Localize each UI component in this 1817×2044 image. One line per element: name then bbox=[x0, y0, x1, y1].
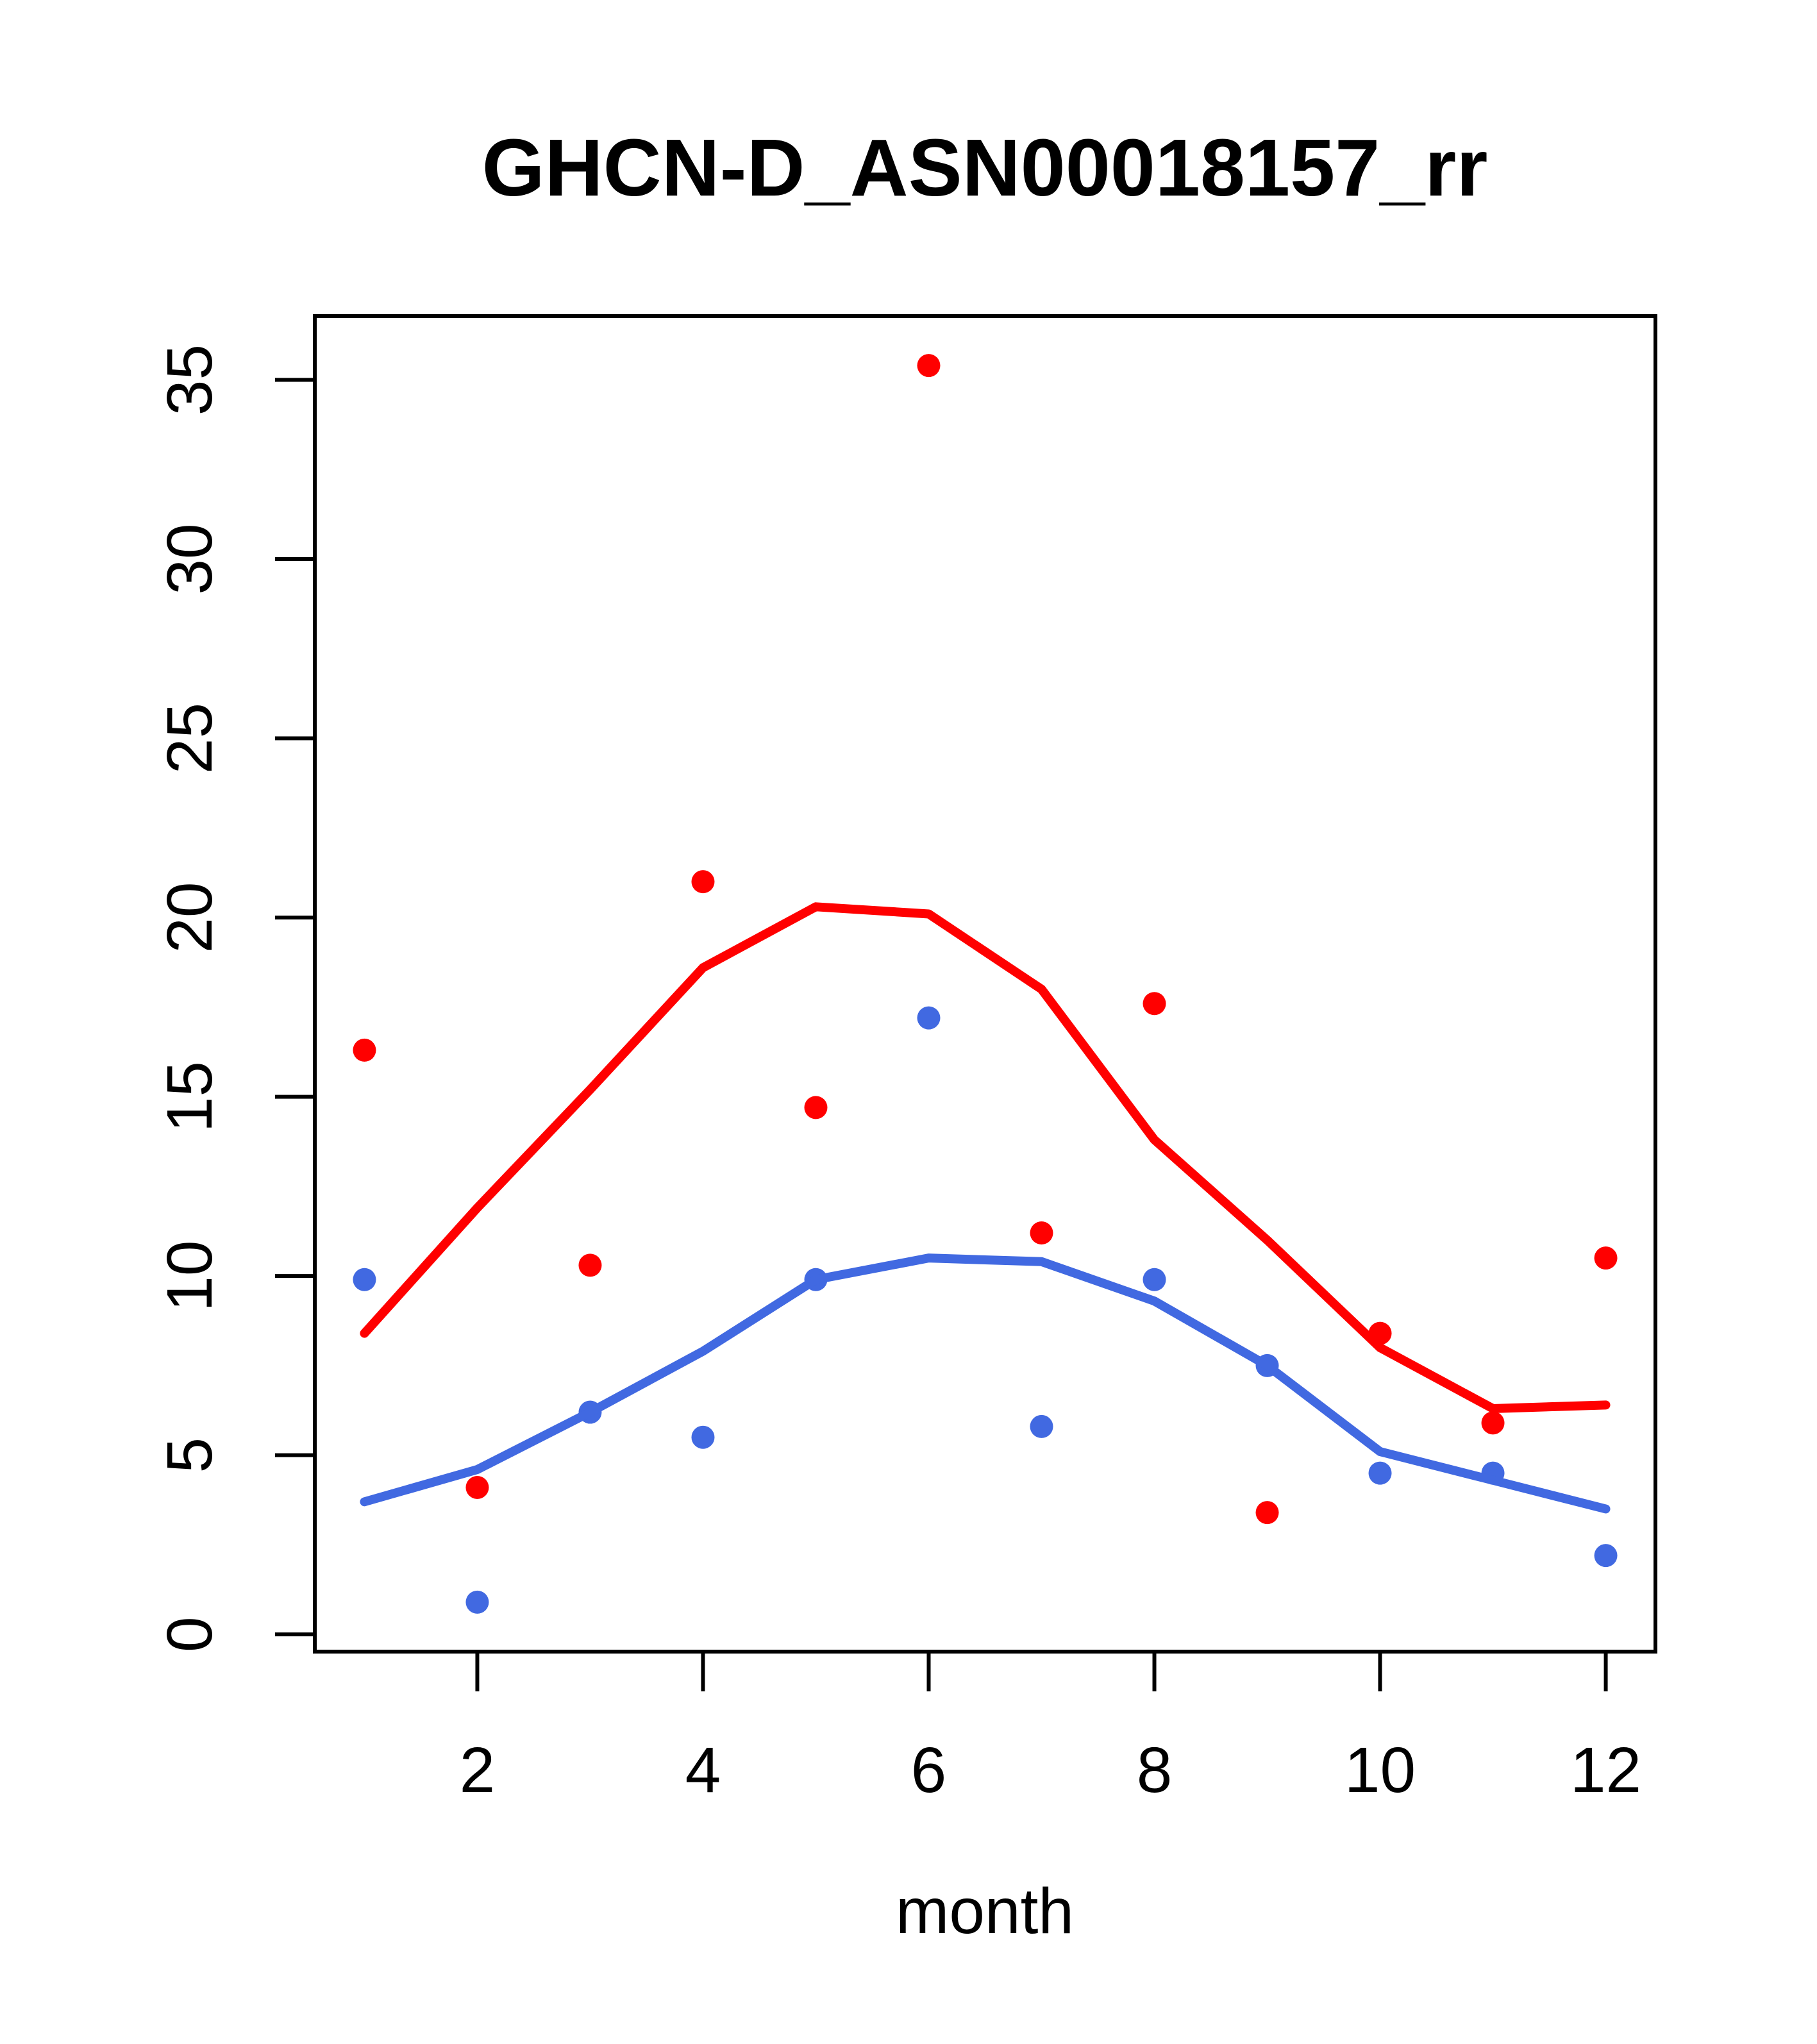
y-tick-label: 10 bbox=[154, 1241, 226, 1312]
data-point-red-points bbox=[1143, 992, 1166, 1016]
y-tick-label: 30 bbox=[154, 523, 226, 594]
data-point-blue-points bbox=[465, 1590, 489, 1614]
data-point-red-points bbox=[691, 870, 715, 894]
data-point-red-points bbox=[804, 1096, 828, 1119]
x-axis-title: month bbox=[896, 1875, 1074, 1947]
red-lowess-line bbox=[360, 902, 1611, 1413]
x-tick-label: 6 bbox=[911, 1734, 947, 1806]
data-point-red-points bbox=[353, 1038, 376, 1062]
x-tick-label: 2 bbox=[460, 1734, 496, 1806]
series-layer bbox=[353, 354, 1618, 1614]
y-tick-label: 35 bbox=[154, 344, 226, 415]
x-tick-label: 10 bbox=[1344, 1734, 1416, 1806]
data-point-blue-points bbox=[353, 1268, 376, 1291]
plot-box bbox=[313, 314, 1657, 1654]
data-point-blue-points bbox=[1594, 1544, 1618, 1568]
x-tick-label: 4 bbox=[685, 1734, 721, 1806]
data-point-red-points bbox=[465, 1475, 489, 1499]
data-point-red-points bbox=[1594, 1246, 1618, 1270]
data-point-blue-points bbox=[1030, 1414, 1053, 1438]
y-tick-label: 5 bbox=[154, 1437, 226, 1473]
data-point-blue-points bbox=[1143, 1268, 1166, 1291]
blue-lowess-line bbox=[360, 1253, 1611, 1514]
y-axis: 0 5 10 15 20 25 30 35 bbox=[154, 344, 315, 1652]
data-point-blue-points bbox=[917, 1006, 941, 1030]
data-point-red-points bbox=[1481, 1411, 1505, 1435]
x-tick-label: 12 bbox=[1570, 1734, 1641, 1806]
y-tick-label: 15 bbox=[154, 1061, 226, 1132]
plot-frame bbox=[313, 314, 1657, 1654]
data-point-red-points bbox=[917, 354, 941, 378]
chart-title: GHCN-D_ASN00018157_rr bbox=[482, 122, 1488, 213]
data-point-red-points bbox=[1030, 1221, 1053, 1245]
data-point-blue-points bbox=[691, 1425, 715, 1449]
data-point-blue-points bbox=[1368, 1461, 1392, 1485]
data-point-red-points bbox=[1255, 1501, 1279, 1525]
x-axis: 2 4 6 8 10 12 bbox=[460, 1652, 1641, 1806]
y-tick-label: 25 bbox=[154, 703, 226, 774]
data-point-red-points bbox=[578, 1253, 602, 1277]
y-tick-label: 0 bbox=[154, 1616, 226, 1652]
x-tick-label: 8 bbox=[1137, 1734, 1173, 1806]
y-tick-label: 20 bbox=[154, 882, 226, 953]
